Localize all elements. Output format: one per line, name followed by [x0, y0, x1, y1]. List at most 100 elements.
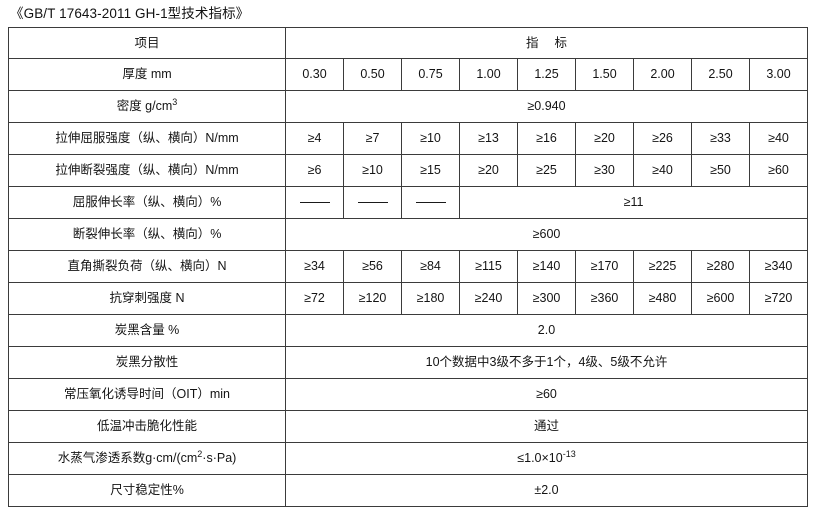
table-cell: ≥30	[575, 154, 634, 187]
row-value-dimensional-stability: ±2.0	[285, 474, 808, 507]
table-cell: ≥26	[633, 122, 692, 155]
table-cell: ≥180	[401, 282, 460, 315]
table-cell: ≥72	[285, 282, 344, 315]
table-cell: ≥15	[401, 154, 460, 187]
table-row-oit: 常压氧化诱导时间（OIT）min ≥60	[8, 378, 808, 411]
table-cell: ≥13	[459, 122, 518, 155]
row-value-carbon-black-dispersion: 10个数据中3级不多于1个，4级、5级不允许	[285, 346, 808, 379]
table-cell: ≥7	[343, 122, 402, 155]
table-row-right-angle-tear-load: 直角撕裂负荷（纵、横向）N ≥34 ≥56 ≥84 ≥115 ≥140 ≥170…	[8, 250, 808, 283]
table-cell: ≥170	[575, 250, 634, 283]
table-row-density: 密度 g/cm3 ≥0.940	[8, 90, 808, 123]
table-cell: ≥10	[401, 122, 460, 155]
table-row-low-temp-brittleness: 低温冲击脆化性能 通过	[8, 410, 808, 443]
dash-icon	[415, 202, 446, 204]
row-value-water-vapor-permeability: ≤1.0×10-13	[285, 442, 808, 475]
thickness-value-cell: 2.50	[691, 58, 750, 91]
thickness-value-cell: 0.50	[343, 58, 402, 91]
row-label-water-vapor-permeability: 水蒸气渗透系数g·cm/(cm2·s·Pa)	[8, 442, 286, 475]
row-value-wvp-sup: -13	[562, 449, 576, 460]
table-cell: ≥40	[749, 122, 808, 155]
table-cell: ≥34	[285, 250, 344, 283]
table-cell: ≥16	[517, 122, 576, 155]
row-value-yield-elongation: ≥11	[459, 186, 808, 219]
row-label-tensile-yield-strength: 拉伸屈服强度（纵、横向）N/mm	[8, 122, 286, 155]
table-cell: ≥240	[459, 282, 518, 315]
row-value-carbon-black-content: 2.0	[285, 314, 808, 347]
thickness-value-cell: 3.00	[749, 58, 808, 91]
table-row-tensile-break-strength: 拉伸断裂强度（纵、横向）N/mm ≥6 ≥10 ≥15 ≥20 ≥25 ≥30 …	[8, 154, 808, 187]
header-item-label: 项目	[8, 27, 286, 59]
header-indicator-text: 指 标	[526, 35, 574, 50]
row-label-density-text: 密度 g/cm	[116, 99, 173, 114]
row-label-oit: 常压氧化诱导时间（OIT）min	[8, 378, 286, 411]
table-row-yield-elongation: 屈服伸长率（纵、横向）% ≥11	[8, 186, 808, 219]
table-row-puncture-resistance: 抗穿刺强度 N ≥72 ≥120 ≥180 ≥240 ≥300 ≥360 ≥48…	[8, 282, 808, 315]
thickness-value-cell: 0.30	[285, 58, 344, 91]
table-cell: ≥480	[633, 282, 692, 315]
table-cell: ≥115	[459, 250, 518, 283]
thickness-value-cell: 1.50	[575, 58, 634, 91]
table-cell: ≥225	[633, 250, 692, 283]
row-value-break-elongation: ≥600	[285, 218, 808, 251]
table-cell: ≥360	[575, 282, 634, 315]
table-cell: ≥120	[343, 282, 402, 315]
table-cell: ≥84	[401, 250, 460, 283]
table-cell: ≥40	[633, 154, 692, 187]
table-row-thickness: 厚度 mm 0.30 0.50 0.75 1.00 1.25 1.50 2.00…	[8, 58, 808, 91]
row-label-right-angle-tear-load: 直角撕裂负荷（纵、横向）N	[8, 250, 286, 283]
row-label-dimensional-stability: 尺寸稳定性%	[8, 474, 286, 507]
row-value-wvp-pre: ≤1.0×10	[517, 451, 563, 466]
row-label-wvp-pre: 水蒸气渗透系数g·cm/(cm	[57, 451, 198, 466]
table-row-dimensional-stability: 尺寸稳定性% ±2.0	[8, 474, 808, 507]
table-row-carbon-black-dispersion: 炭黑分散性 10个数据中3级不多于1个，4级、5级不允许	[8, 346, 808, 379]
row-label-break-elongation: 断裂伸长率（纵、横向）%	[8, 218, 286, 251]
table-cell: ≥25	[517, 154, 576, 187]
spec-table-body: 项目 指 标 厚度 mm 0.30 0.50 0.75 1.00 1.25 1.…	[8, 27, 808, 507]
table-row-water-vapor-permeability: 水蒸气渗透系数g·cm/(cm2·s·Pa) ≤1.0×10-13	[8, 442, 808, 475]
spec-table: 项目 指 标 厚度 mm 0.30 0.50 0.75 1.00 1.25 1.…	[8, 27, 808, 507]
row-label-tensile-break-strength: 拉伸断裂强度（纵、横向）N/mm	[8, 154, 286, 187]
row-label-puncture-resistance: 抗穿刺强度 N	[8, 282, 286, 315]
row-label-low-temp-brittleness: 低温冲击脆化性能	[8, 410, 286, 443]
row-value-density: ≥0.940	[285, 90, 808, 123]
table-cell: ≥140	[517, 250, 576, 283]
row-label-carbon-black-content: 炭黑含量 %	[8, 314, 286, 347]
row-label-thickness: 厚度 mm	[8, 58, 286, 91]
row-label-carbon-black-dispersion: 炭黑分散性	[8, 346, 286, 379]
row-value-low-temp-brittleness: 通过	[285, 410, 808, 443]
table-cell: ≥720	[749, 282, 808, 315]
table-cell-dash	[285, 186, 344, 219]
table-cell: ≥50	[691, 154, 750, 187]
table-cell: ≥6	[285, 154, 344, 187]
table-cell: ≥280	[691, 250, 750, 283]
thickness-value-cell: 1.00	[459, 58, 518, 91]
row-label-density-sup: 3	[172, 97, 178, 108]
table-row-carbon-black-content: 炭黑含量 % 2.0	[8, 314, 808, 347]
header-indicator-label: 指 标	[285, 27, 808, 59]
row-value-oit: ≥60	[285, 378, 808, 411]
row-label-wvp-sup: 2	[197, 449, 203, 460]
table-header-row: 项目 指 标	[8, 27, 808, 59]
table-cell: ≥60	[749, 154, 808, 187]
table-cell: ≥300	[517, 282, 576, 315]
table-cell: ≥56	[343, 250, 402, 283]
row-label-yield-elongation: 屈服伸长率（纵、横向）%	[8, 186, 286, 219]
thickness-value-cell: 1.25	[517, 58, 576, 91]
row-label-density: 密度 g/cm3	[8, 90, 286, 123]
dash-icon	[357, 202, 388, 204]
table-cell: ≥33	[691, 122, 750, 155]
table-cell-dash	[343, 186, 402, 219]
table-row-break-elongation: 断裂伸长率（纵、横向）% ≥600	[8, 218, 808, 251]
dash-icon	[299, 202, 330, 204]
table-cell: ≥20	[459, 154, 518, 187]
table-cell: ≥20	[575, 122, 634, 155]
table-cell: ≥600	[691, 282, 750, 315]
thickness-value-cell: 2.00	[633, 58, 692, 91]
table-cell-dash	[401, 186, 460, 219]
table-cell: ≥340	[749, 250, 808, 283]
thickness-value-cell: 0.75	[401, 58, 460, 91]
table-row-tensile-yield-strength: 拉伸屈服强度（纵、横向）N/mm ≥4 ≥7 ≥10 ≥13 ≥16 ≥20 ≥…	[8, 122, 808, 155]
row-label-wvp-post: ·s·Pa)	[202, 451, 237, 466]
